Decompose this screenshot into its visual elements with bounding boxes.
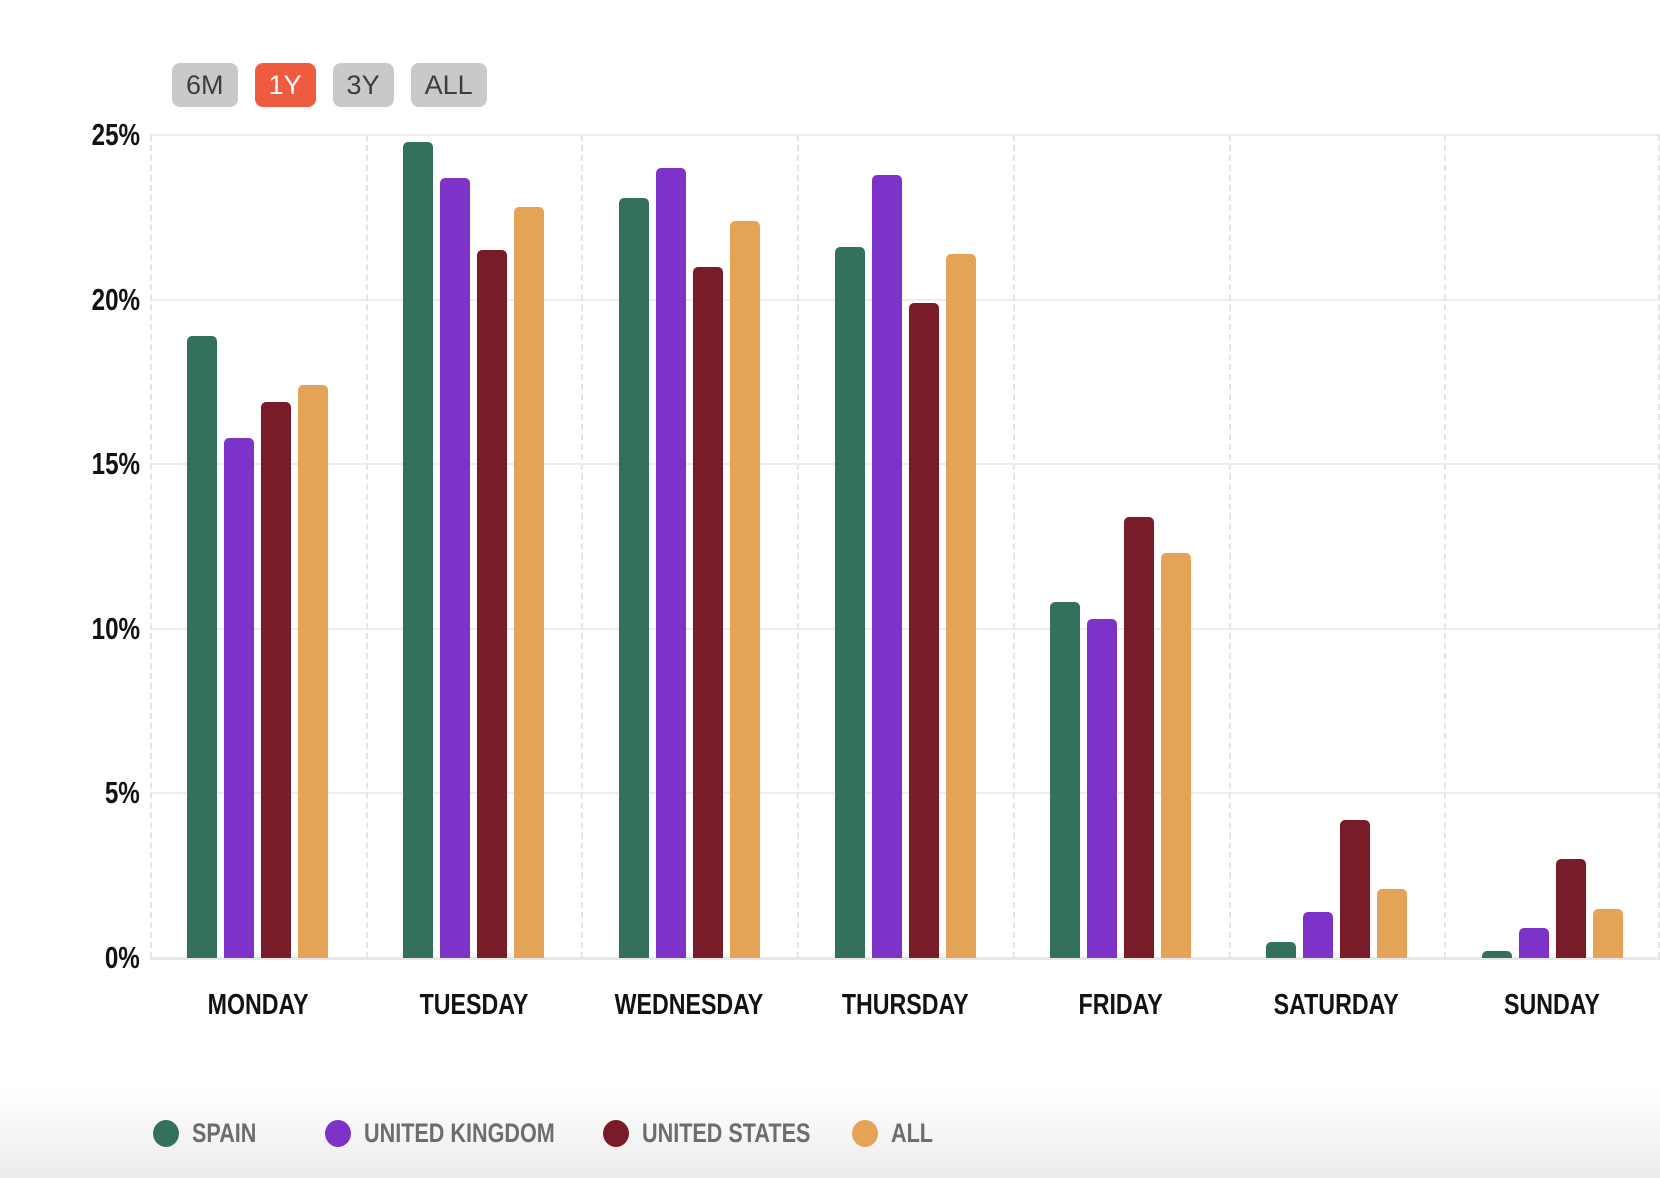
range-button-all[interactable]: ALL	[410, 63, 487, 107]
gridline-20pct	[150, 298, 1660, 301]
bar-spain-tuesday[interactable]	[403, 141, 434, 958]
bar-united-kingdom-thursday[interactable]	[871, 174, 902, 958]
vertical-gridline	[1012, 135, 1015, 958]
gridline-0pct	[150, 957, 1660, 960]
bar-all-sunday[interactable]	[1592, 908, 1623, 958]
x-axis-label-thursday: THURSDAY	[841, 989, 969, 1021]
legend-item-all[interactable]: ALL	[852, 1118, 943, 1148]
legend-item-spain[interactable]: SPAIN	[153, 1118, 273, 1148]
bar-united-states-friday[interactable]	[1124, 516, 1155, 958]
bar-united-states-thursday[interactable]	[908, 302, 939, 958]
vertical-gridline	[1658, 135, 1660, 958]
bar-united-kingdom-saturday[interactable]	[1302, 911, 1333, 958]
legend-dot-icon	[603, 1119, 629, 1147]
y-axis-tick-label: 20%	[91, 281, 140, 317]
bar-united-kingdom-sunday[interactable]	[1518, 928, 1549, 958]
bar-spain-wednesday[interactable]	[618, 197, 649, 958]
vertical-gridline	[365, 135, 368, 958]
bar-all-thursday[interactable]	[945, 253, 976, 958]
legend-label: UNITED STATES	[642, 1118, 811, 1148]
legend-item-united-states[interactable]: UNITED STATES	[603, 1118, 853, 1148]
gridline-25pct	[150, 134, 1660, 136]
bar-united-states-sunday[interactable]	[1555, 859, 1586, 958]
y-axis-tick-label: 25%	[91, 117, 140, 152]
range-button-6m[interactable]: 6M	[172, 63, 238, 107]
bar-spain-thursday[interactable]	[834, 246, 865, 958]
legend-label: SPAIN	[192, 1118, 257, 1148]
bar-united-states-tuesday[interactable]	[477, 250, 508, 958]
bar-all-wednesday[interactable]	[729, 220, 760, 958]
gridline-15pct	[150, 463, 1660, 466]
bottom-fade	[0, 1088, 1660, 1178]
bar-united-states-monday[interactable]	[261, 401, 292, 958]
vertical-gridline	[150, 135, 152, 958]
y-axis-tick-label: 5%	[105, 775, 140, 811]
range-button-1y[interactable]: 1Y	[254, 63, 316, 107]
legend-label: UNITED KINGDOM	[364, 1118, 555, 1148]
x-axis-label-saturday: SATURDAY	[1273, 989, 1399, 1021]
bar-united-states-saturday[interactable]	[1339, 819, 1370, 958]
vertical-gridline	[581, 135, 584, 958]
y-axis-tick-label: 10%	[91, 610, 140, 646]
chart-legend: SPAIN UNITED KINGDOM UNITED STATES ALL	[0, 1118, 1660, 1162]
vertical-gridline	[797, 135, 800, 958]
bar-united-kingdom-wednesday[interactable]	[655, 167, 686, 958]
y-axis-tick-label: 15%	[91, 446, 140, 482]
bar-all-friday[interactable]	[1161, 553, 1192, 958]
vertical-gridline	[1444, 135, 1447, 958]
bar-spain-saturday[interactable]	[1265, 941, 1296, 958]
bar-united-kingdom-monday[interactable]	[224, 437, 255, 958]
legend-dot-icon	[153, 1119, 179, 1147]
gridline-5pct	[150, 792, 1660, 795]
gridline-10pct	[150, 627, 1660, 630]
legend-item-united-kingdom[interactable]: UNITED KINGDOM	[325, 1118, 603, 1148]
range-selector: 6M 1Y 3Y ALL	[172, 63, 487, 107]
x-axis-label-tuesday: TUESDAY	[419, 989, 528, 1021]
bar-united-kingdom-friday[interactable]	[1087, 618, 1118, 958]
vertical-gridline	[1228, 135, 1231, 958]
bar-spain-sunday[interactable]	[1481, 951, 1512, 958]
x-axis-label-friday: FRIDAY	[1078, 989, 1163, 1021]
bar-all-saturday[interactable]	[1376, 888, 1407, 958]
bar-all-monday[interactable]	[298, 385, 329, 958]
y-axis-tick-label: 0%	[105, 940, 140, 975]
x-axis-label-wednesday: WEDNESDAY	[614, 989, 764, 1021]
bar-spain-friday[interactable]	[1050, 602, 1081, 958]
legend-label: ALL	[891, 1118, 933, 1148]
bar-all-tuesday[interactable]	[514, 207, 545, 958]
legend-dot-icon	[852, 1119, 878, 1147]
bar-united-states-wednesday[interactable]	[692, 266, 723, 958]
bar-spain-monday[interactable]	[187, 335, 218, 958]
bar-united-kingdom-tuesday[interactable]	[440, 177, 471, 958]
x-axis-label-sunday: SUNDAY	[1504, 989, 1601, 1021]
legend-dot-icon	[325, 1119, 351, 1147]
range-button-3y[interactable]: 3Y	[332, 63, 394, 107]
x-axis-label-monday: MONDAY	[207, 989, 309, 1021]
